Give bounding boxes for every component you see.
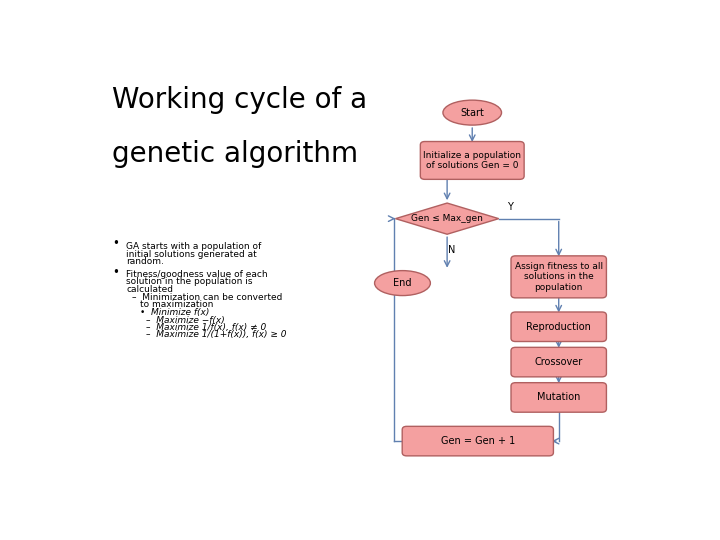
Text: –  Minimization can be converted: – Minimization can be converted	[132, 293, 282, 302]
Text: Initialize a population
of solutions Gen = 0: Initialize a population of solutions Gen…	[423, 151, 521, 170]
FancyBboxPatch shape	[511, 383, 606, 412]
Text: genetic algorithm: genetic algorithm	[112, 140, 359, 167]
Text: Gen = Gen + 1: Gen = Gen + 1	[441, 436, 515, 446]
Text: –  Maximize −f(x): – Maximize −f(x)	[145, 315, 225, 325]
Text: –  Maximize 1/(1+f(x)), f(x) ≥ 0: – Maximize 1/(1+f(x)), f(x) ≥ 0	[145, 330, 287, 340]
Text: GA starts with a population of: GA starts with a population of	[126, 241, 261, 251]
Text: •: •	[112, 238, 120, 251]
Text: random.: random.	[126, 258, 164, 266]
Text: to maximization: to maximization	[140, 300, 214, 309]
Text: •: •	[112, 266, 120, 279]
Text: Fitness/goodness value of each: Fitness/goodness value of each	[126, 270, 268, 279]
FancyBboxPatch shape	[511, 347, 606, 377]
Text: solution in the population is: solution in the population is	[126, 277, 253, 286]
Text: •  Minimize f(x): • Minimize f(x)	[140, 308, 210, 317]
Text: Y: Y	[507, 202, 513, 212]
Text: Mutation: Mutation	[537, 393, 580, 402]
Ellipse shape	[374, 271, 431, 295]
FancyBboxPatch shape	[511, 256, 606, 298]
FancyBboxPatch shape	[402, 427, 554, 456]
Polygon shape	[395, 203, 499, 234]
Text: Start: Start	[460, 107, 484, 118]
Text: Crossover: Crossover	[534, 357, 583, 367]
Text: calculated: calculated	[126, 285, 174, 294]
Ellipse shape	[443, 100, 502, 125]
Text: N: N	[448, 245, 455, 255]
Text: –  Maximize 1/f(x), f(x) ≠ 0: – Maximize 1/f(x), f(x) ≠ 0	[145, 323, 266, 332]
Text: End: End	[393, 278, 412, 288]
Text: Reproduction: Reproduction	[526, 322, 591, 332]
Text: Working cycle of a: Working cycle of a	[112, 85, 367, 113]
Text: Assign fitness to all
solutions in the
population: Assign fitness to all solutions in the p…	[515, 262, 603, 292]
FancyBboxPatch shape	[511, 312, 606, 341]
Text: Gen ≤ Max_gen: Gen ≤ Max_gen	[411, 214, 483, 223]
Text: initial solutions generated at: initial solutions generated at	[126, 250, 257, 259]
FancyBboxPatch shape	[420, 141, 524, 179]
